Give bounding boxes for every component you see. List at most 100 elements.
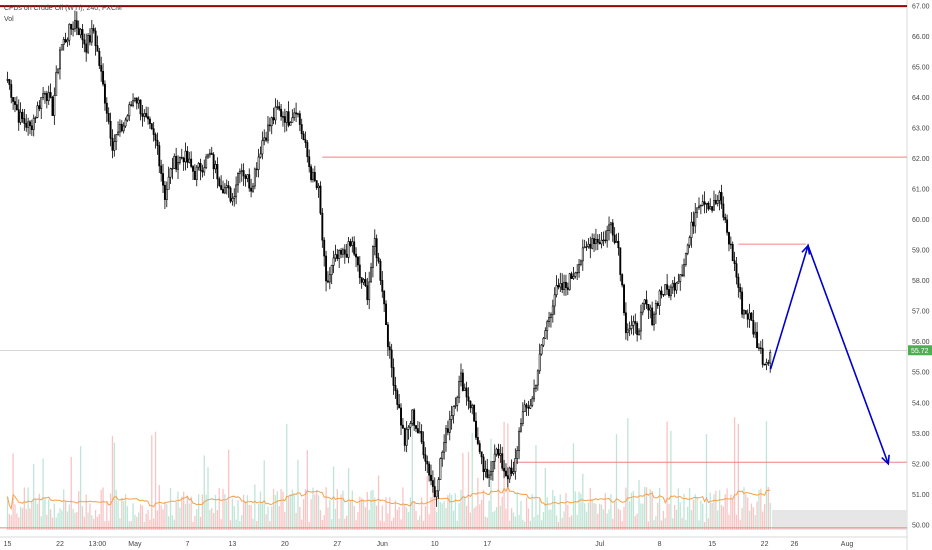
volume-bar [96, 516, 99, 530]
volume-bar [321, 519, 323, 530]
candle-body [120, 123, 123, 132]
candle [609, 221, 612, 234]
candle [549, 312, 552, 328]
candle-body [83, 39, 86, 45]
candle [653, 311, 655, 331]
volume-bar [490, 438, 492, 530]
candle [583, 239, 586, 249]
volume-bar [391, 520, 393, 530]
candle [36, 101, 39, 119]
candle [699, 204, 702, 215]
candle [398, 393, 401, 409]
candle-body [255, 168, 258, 171]
candle-body [223, 187, 226, 194]
volume-bar [548, 509, 550, 530]
candle [737, 273, 740, 298]
candle-body [358, 264, 361, 278]
candle [469, 400, 472, 413]
volume-bar [522, 519, 524, 530]
volume-bar [106, 500, 108, 530]
candle-body [463, 387, 466, 391]
candle [17, 99, 20, 131]
candle-body [658, 290, 661, 306]
candle-body [557, 285, 560, 288]
candle-body [383, 291, 386, 305]
candle-body [347, 241, 350, 258]
candle [673, 276, 676, 298]
candle-body [274, 106, 277, 121]
candle [326, 271, 329, 284]
candle-body [195, 166, 198, 180]
candle [593, 233, 596, 253]
candle-body [287, 111, 290, 126]
volume-bar [48, 499, 50, 530]
candle-body [289, 122, 292, 126]
candle [718, 190, 721, 211]
candle-body [87, 35, 90, 53]
candle-body [726, 219, 729, 233]
candle-body [638, 330, 640, 335]
volume-bar [600, 504, 603, 530]
candle [62, 36, 65, 51]
volume-bar [525, 497, 528, 530]
projection-arrowhead [881, 454, 890, 466]
candle-body [411, 409, 414, 424]
volume-bar [186, 495, 189, 530]
candle [88, 28, 91, 46]
candle-body [416, 428, 419, 434]
volume-bar [8, 514, 11, 530]
candle [304, 131, 307, 148]
volume-bar [565, 493, 567, 530]
candle [709, 198, 712, 210]
candle-body [761, 348, 764, 365]
volume-indicator-label[interactable]: Vol [4, 16, 14, 23]
candle [319, 181, 322, 216]
candle [497, 443, 500, 459]
candle-body [662, 294, 665, 296]
volume-bar [175, 501, 177, 530]
candle-body [353, 241, 356, 255]
candle [313, 165, 316, 183]
volume-bar [308, 521, 310, 530]
volume-bar [317, 495, 320, 530]
candle [72, 21, 75, 37]
candle-body [563, 281, 566, 290]
candle [576, 264, 579, 281]
volume-bar [619, 510, 621, 530]
candle-body [407, 426, 410, 430]
candle-body [175, 155, 178, 170]
candle [19, 102, 22, 125]
volume-bar [27, 487, 29, 530]
candle [411, 409, 414, 426]
volume-bar [134, 514, 136, 530]
candle-body [270, 117, 273, 127]
candle-body [308, 156, 311, 168]
volume-bar [374, 497, 376, 530]
candle [321, 208, 324, 248]
candle [375, 234, 378, 267]
candle-body [441, 451, 444, 459]
volume-bar [726, 488, 728, 530]
candle [424, 447, 427, 471]
volume-bar [494, 510, 496, 530]
candle [433, 477, 436, 498]
candle [439, 457, 442, 480]
volume-bar [435, 511, 438, 530]
candle [756, 322, 759, 349]
candle [722, 196, 725, 221]
candle-body [298, 113, 301, 125]
volume-bar [171, 515, 174, 530]
candle-body [135, 97, 138, 104]
candle [506, 467, 509, 488]
candle-body [328, 274, 331, 283]
candle [332, 250, 335, 274]
volume-bar [79, 446, 82, 530]
volume-bar [595, 503, 597, 530]
candle [390, 343, 393, 378]
volume-bar [57, 513, 59, 530]
candle-body [759, 347, 762, 349]
volume-bar [117, 500, 119, 530]
volume-bar [741, 508, 743, 530]
volume-bar [295, 512, 297, 530]
